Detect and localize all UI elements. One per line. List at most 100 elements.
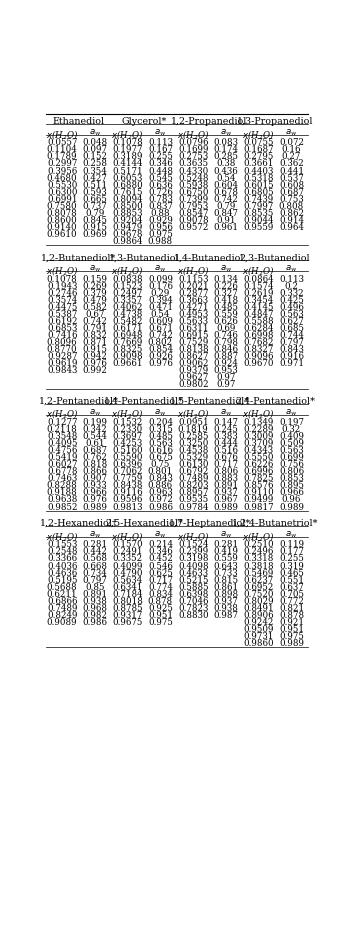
Text: 0.2795: 0.2795 <box>244 153 274 161</box>
Text: 0.79: 0.79 <box>216 201 236 211</box>
Text: 0.9572: 0.9572 <box>178 223 208 232</box>
Text: 0.281: 0.281 <box>82 541 108 550</box>
Text: 0.8535: 0.8535 <box>244 209 274 218</box>
Text: 0.0796: 0.0796 <box>178 138 208 147</box>
Text: 0.4253: 0.4253 <box>112 439 143 448</box>
Text: 0.9479: 0.9479 <box>112 223 143 232</box>
Text: 0.214: 0.214 <box>148 541 173 550</box>
Text: 0.2497: 0.2497 <box>112 289 143 298</box>
Text: 0.3189: 0.3189 <box>112 153 143 161</box>
Text: 2,4-Pentanediol*: 2,4-Pentanediol* <box>235 397 315 405</box>
Text: 0.8547: 0.8547 <box>178 209 208 218</box>
Text: 0.9627: 0.9627 <box>178 373 208 382</box>
Text: 0.717: 0.717 <box>148 576 173 584</box>
Text: 0.85: 0.85 <box>85 582 105 592</box>
Text: 0.346: 0.346 <box>148 547 173 556</box>
Text: 0.929: 0.929 <box>148 215 173 225</box>
Text: 0.861: 0.861 <box>213 582 238 592</box>
Text: 0.1349: 0.1349 <box>244 418 274 427</box>
Text: 0.593: 0.593 <box>82 187 107 197</box>
Text: 0.2021: 0.2021 <box>178 281 208 291</box>
Text: 0.627: 0.627 <box>279 317 304 326</box>
Text: 0.6991: 0.6991 <box>47 195 77 204</box>
Text: 0.9670: 0.9670 <box>244 359 274 368</box>
Text: 0.7489: 0.7489 <box>178 474 208 484</box>
Text: 0.733: 0.733 <box>214 569 238 578</box>
Text: $a_\mathregular{w}$: $a_\mathregular{w}$ <box>89 128 101 138</box>
Text: 1,4-Butanediol: 1,4-Butanediol <box>174 254 245 262</box>
Text: $a_\mathregular{w}$: $a_\mathregular{w}$ <box>285 407 298 418</box>
Text: 0.3548: 0.3548 <box>47 432 77 441</box>
Text: 0.6948: 0.6948 <box>112 331 143 340</box>
Text: 0.3352: 0.3352 <box>112 555 143 564</box>
Text: 0.342: 0.342 <box>82 425 107 434</box>
Text: 0.6211: 0.6211 <box>47 590 78 598</box>
Text: 0.9098: 0.9098 <box>112 352 143 361</box>
Text: 0.971: 0.971 <box>279 359 304 368</box>
Text: 0.6952: 0.6952 <box>244 582 274 592</box>
Text: 0.9140: 0.9140 <box>47 223 78 232</box>
Text: 0.6778: 0.6778 <box>47 467 77 476</box>
Text: 0.972: 0.972 <box>148 496 173 504</box>
Text: 0.9860: 0.9860 <box>243 638 274 648</box>
Text: 0.774: 0.774 <box>148 582 173 592</box>
Text: 0.1532: 0.1532 <box>112 418 143 427</box>
Text: 0.992: 0.992 <box>82 366 107 376</box>
Text: 0.926: 0.926 <box>148 352 173 361</box>
Text: 0.563: 0.563 <box>279 310 304 319</box>
Text: 0.8327: 0.8327 <box>244 345 274 354</box>
Text: 0.878: 0.878 <box>148 596 173 606</box>
Text: 0.27: 0.27 <box>282 153 301 161</box>
Text: 0.436: 0.436 <box>214 167 238 175</box>
Text: 0.152: 0.152 <box>82 153 107 161</box>
Text: 0.2491: 0.2491 <box>112 547 143 556</box>
Text: 0.4847: 0.4847 <box>244 310 274 319</box>
Text: 0.354: 0.354 <box>82 167 107 175</box>
Text: 0.9864: 0.9864 <box>112 237 143 246</box>
Text: 0.7580: 0.7580 <box>47 201 78 211</box>
Text: 0.969: 0.969 <box>82 230 107 239</box>
Text: 0.915: 0.915 <box>82 345 107 354</box>
Text: 0.7669: 0.7669 <box>112 338 143 347</box>
Text: 0.1699: 0.1699 <box>178 145 208 155</box>
Text: $x$(H$_2$O): $x$(H$_2$O) <box>46 407 78 420</box>
Text: 0.511: 0.511 <box>82 181 108 189</box>
Text: $a_\mathregular{w}$: $a_\mathregular{w}$ <box>154 264 167 275</box>
Text: 0.975: 0.975 <box>148 230 173 239</box>
Text: 0.636: 0.636 <box>148 181 173 189</box>
Text: 0.821: 0.821 <box>279 604 304 612</box>
Text: 0.808: 0.808 <box>279 201 304 211</box>
Text: 0.895: 0.895 <box>279 482 304 490</box>
Text: 0.6226: 0.6226 <box>244 460 274 470</box>
Text: 0.883: 0.883 <box>214 474 238 484</box>
Text: 0.9784: 0.9784 <box>178 502 208 512</box>
Text: 0.0838: 0.0838 <box>112 275 143 283</box>
Text: 0.96: 0.96 <box>282 496 301 504</box>
Text: 0.5885: 0.5885 <box>178 582 208 592</box>
Text: 0.409: 0.409 <box>279 432 304 441</box>
Text: 0.2585: 0.2585 <box>178 432 208 441</box>
Text: 0.2: 0.2 <box>285 281 298 291</box>
Text: 0.465: 0.465 <box>279 569 304 578</box>
Text: 0.699: 0.699 <box>279 453 304 462</box>
Text: 0.915: 0.915 <box>82 223 107 232</box>
Text: 0.8438: 0.8438 <box>112 482 143 490</box>
Text: 0.226: 0.226 <box>214 281 238 291</box>
Text: 0.989: 0.989 <box>279 638 304 648</box>
Text: 0.8078: 0.8078 <box>47 209 78 218</box>
Text: 0.982: 0.982 <box>82 610 107 620</box>
Text: 0.3357: 0.3357 <box>112 295 143 305</box>
Text: 0.8491: 0.8491 <box>243 604 274 612</box>
Text: 0.742: 0.742 <box>148 331 173 340</box>
Text: 0.8029: 0.8029 <box>243 596 274 606</box>
Text: 0.9089: 0.9089 <box>47 618 78 627</box>
Text: 0.16: 0.16 <box>282 145 301 155</box>
Text: 0.966: 0.966 <box>82 488 107 498</box>
Text: 0.496: 0.496 <box>279 303 304 312</box>
Text: 0.5530: 0.5530 <box>47 181 77 189</box>
Text: 0.675: 0.675 <box>148 453 173 462</box>
Text: 0.9843: 0.9843 <box>47 366 77 376</box>
Text: 0.6237: 0.6237 <box>244 576 274 584</box>
Text: 0.665: 0.665 <box>82 195 107 204</box>
Text: 0.4633: 0.4633 <box>178 569 208 578</box>
